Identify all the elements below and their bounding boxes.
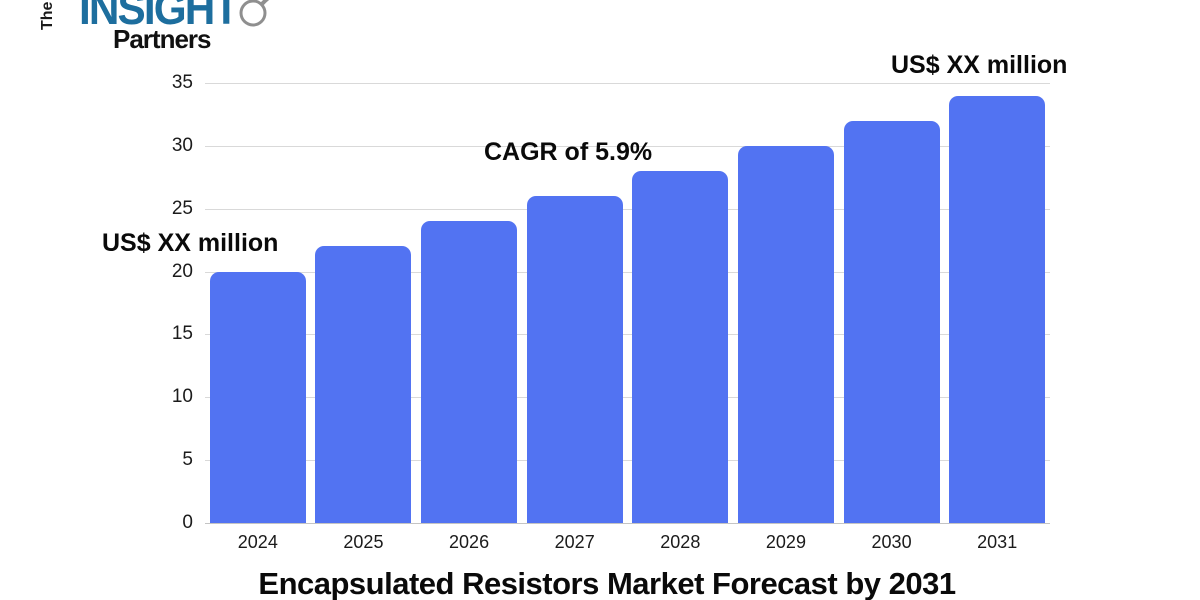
- logo-partners-text: Partners: [113, 24, 211, 54]
- magnifier-icon: [239, 0, 270, 27]
- logo-insight-text: INSIGHT: [79, 0, 239, 34]
- grid-line-35: [205, 83, 1050, 84]
- bar-2029: [737, 145, 834, 523]
- y-tick-label-35: 35: [171, 72, 193, 93]
- bar-2025: [315, 246, 412, 523]
- grid-line-5: [205, 460, 1050, 462]
- x-tick-label-2026: 2026: [449, 532, 490, 552]
- bar-chart-plot-area: 0 5 10 15 20 25 30 35 2024 2025 2026 2027 2028 2029 20…: [172, 72, 1050, 552]
- cagr-label: CAGR of 5.9%: [484, 138, 653, 166]
- y-tick-label-5: 5: [182, 449, 193, 471]
- bar-2027: [526, 196, 623, 523]
- grid-line-15: [205, 334, 1050, 336]
- x-tick-label-2027: 2027: [554, 532, 595, 552]
- y-tick-label-10: 10: [171, 386, 193, 408]
- x-tick-label-2028: 2028: [660, 532, 701, 552]
- y-tick-label-0: 0: [182, 512, 193, 533]
- x-tick-label-2031: 2031: [977, 532, 1018, 552]
- x-tick-label-2029: 2029: [765, 532, 806, 552]
- x-tick-label-2024: 2024: [237, 532, 278, 552]
- bar-2030: [843, 120, 940, 523]
- bar-2026: [421, 221, 518, 523]
- grid-line-20: [205, 271, 1050, 273]
- x-tick-label-2030: 2030: [871, 532, 912, 552]
- y-tick-label-25: 25: [171, 197, 193, 219]
- bar-2031: [949, 95, 1046, 523]
- bar-2028: [632, 171, 729, 523]
- grid-line-0: [205, 523, 1050, 524]
- y-tick-label-30: 30: [171, 134, 193, 156]
- insight-partners-logo: The INSIGHT Partners: [0, 0, 300, 60]
- x-tick-label-2025: 2025: [343, 532, 384, 552]
- grid-line-30: [205, 145, 1050, 147]
- y-tick-label-20: 20: [171, 260, 193, 282]
- value-label-first-bar: US$ XX million: [102, 229, 279, 257]
- value-label-last-bar: US$ XX million: [891, 51, 1068, 79]
- bar-2024: [209, 271, 306, 523]
- grid-line-25: [205, 208, 1050, 210]
- chart-title: Encapsulated Resistors Market Forecast b…: [258, 566, 956, 600]
- logo-the-text: The: [39, 1, 56, 30]
- grid-line-10: [205, 397, 1050, 399]
- y-tick-label-15: 15: [171, 323, 193, 345]
